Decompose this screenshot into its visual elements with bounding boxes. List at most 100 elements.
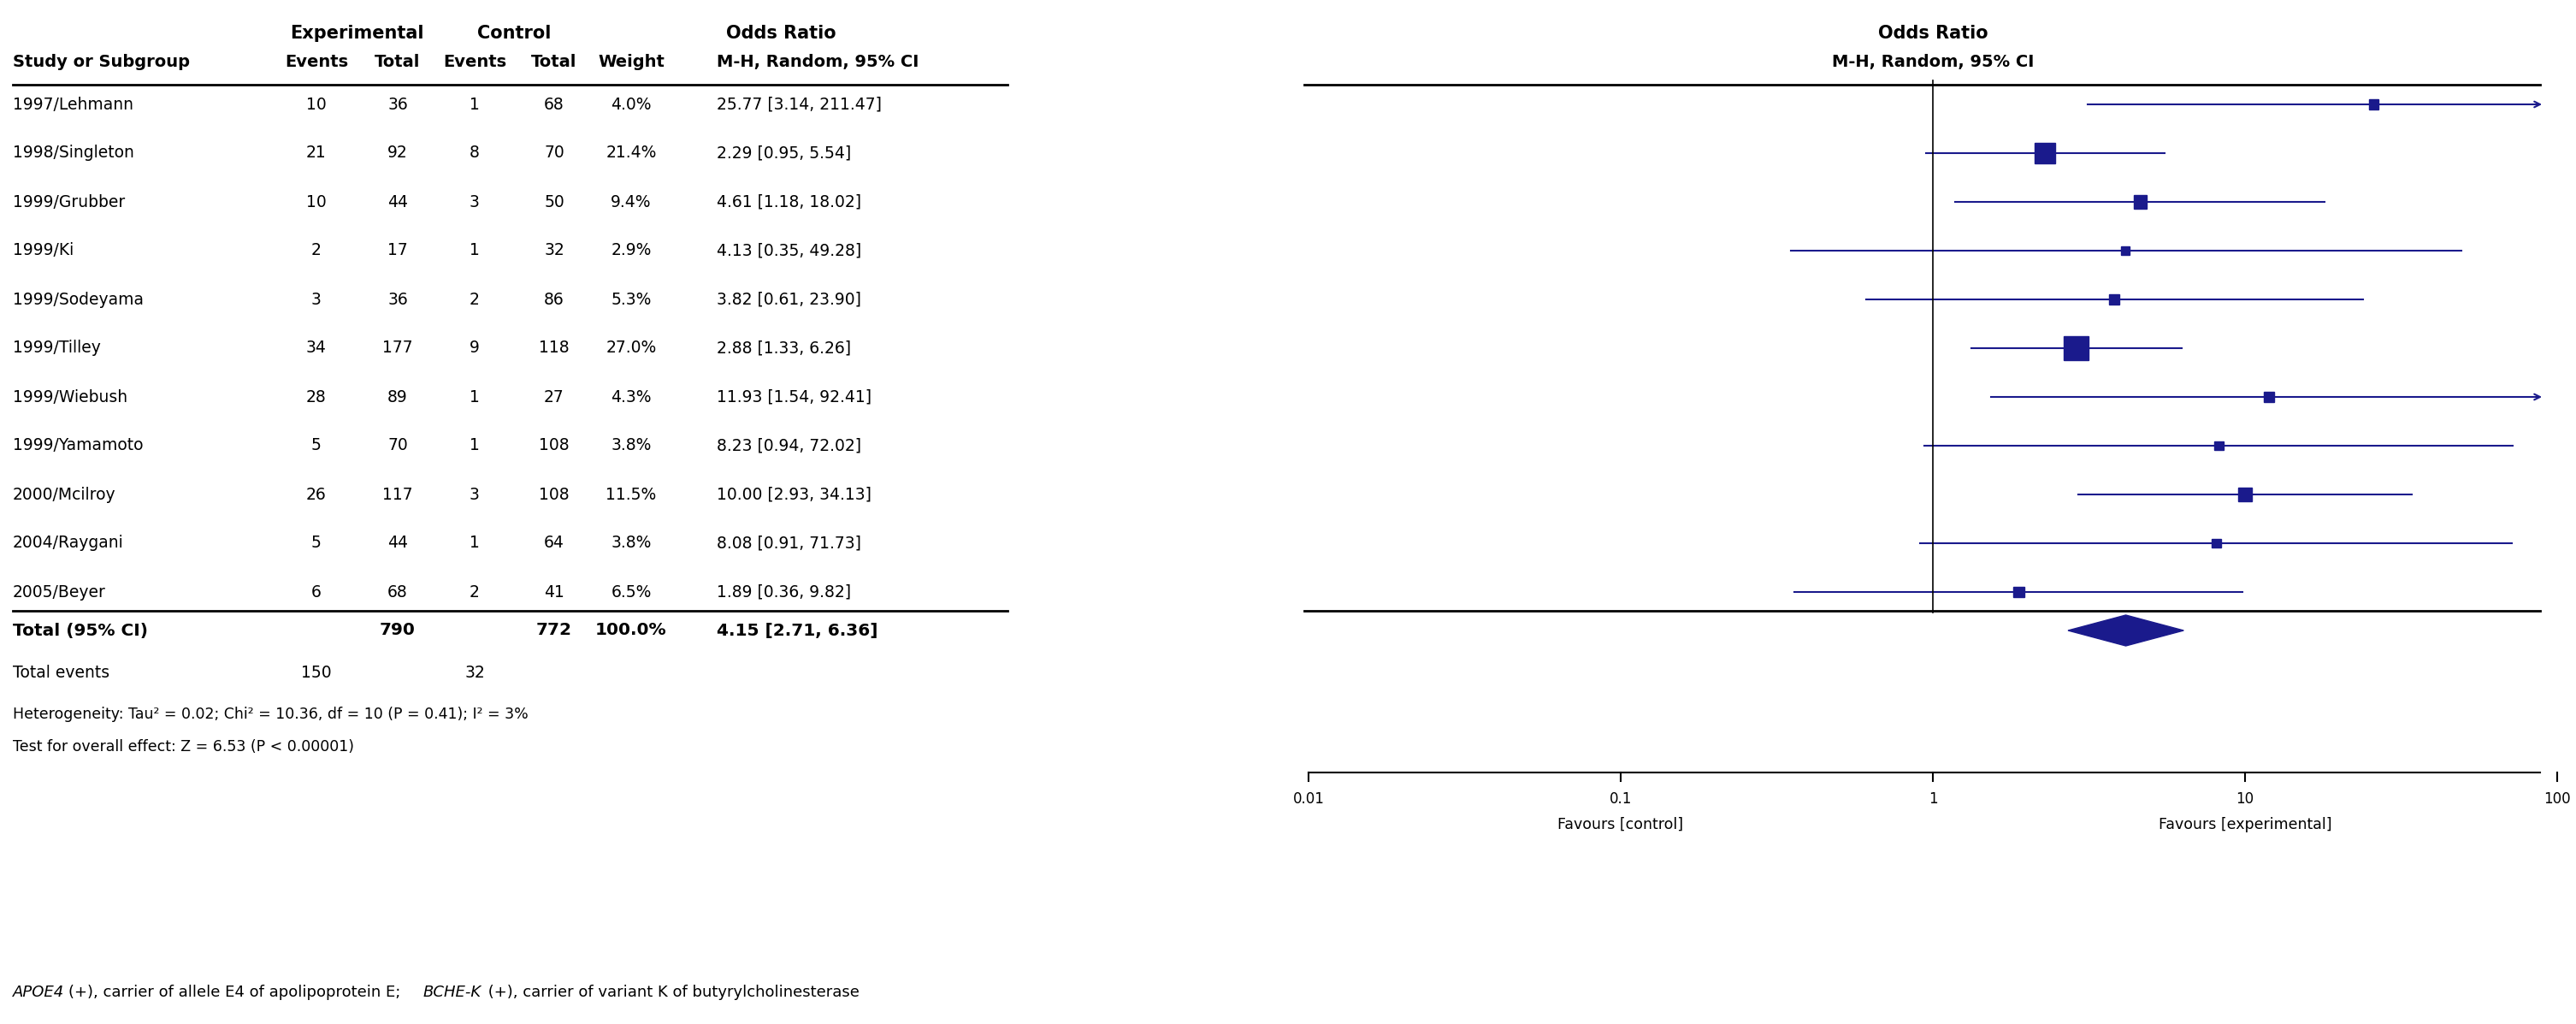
Text: 6.5%: 6.5% [611, 584, 652, 600]
Text: 44: 44 [386, 536, 407, 551]
Text: 5: 5 [312, 437, 322, 454]
Text: 9: 9 [469, 340, 479, 356]
Text: Test for overall effect: Z = 6.53 (P < 0.00001): Test for overall effect: Z = 6.53 (P < 0… [13, 739, 353, 755]
Bar [2264, 392, 2275, 401]
Text: 44: 44 [386, 194, 407, 210]
Text: 50: 50 [544, 194, 564, 210]
Text: 26: 26 [307, 486, 327, 503]
Text: 86: 86 [544, 291, 564, 307]
Text: Favours [control]: Favours [control] [1558, 817, 1685, 833]
Text: 1999/Yamamoto: 1999/Yamamoto [13, 437, 144, 454]
Text: 11.5%: 11.5% [605, 486, 657, 503]
Text: M-H, Random, 95% CI: M-H, Random, 95% CI [1832, 54, 2035, 71]
Text: 25.77 [3.14, 211.47]: 25.77 [3.14, 211.47] [716, 96, 881, 113]
Text: Heterogeneity: Tau² = 0.02; Chi² = 10.36, df = 10 (P = 0.41); I² = 3%: Heterogeneity: Tau² = 0.02; Chi² = 10.36… [13, 707, 528, 722]
Text: 2: 2 [469, 291, 479, 307]
Text: Experimental: Experimental [291, 25, 425, 42]
Text: 4.3%: 4.3% [611, 389, 652, 406]
Text: 1: 1 [469, 389, 479, 406]
Bar [2133, 196, 2146, 208]
Bar [2239, 487, 2251, 502]
Text: 9.4%: 9.4% [611, 194, 652, 210]
Text: 5: 5 [312, 536, 322, 551]
Text: 3: 3 [469, 194, 479, 210]
Bar [2370, 99, 2378, 110]
Bar [2120, 247, 2130, 255]
Text: 108: 108 [538, 437, 569, 454]
Text: 4.0%: 4.0% [611, 96, 652, 113]
Bar [2210, 539, 2221, 548]
Bar [2035, 142, 2056, 164]
Text: 108: 108 [538, 486, 569, 503]
Text: 3: 3 [312, 291, 322, 307]
Bar [2063, 336, 2089, 360]
Text: 92: 92 [386, 145, 407, 161]
Text: 68: 68 [544, 96, 564, 113]
Text: 28: 28 [307, 389, 327, 406]
Text: 1999/Tilley: 1999/Tilley [13, 340, 100, 356]
Polygon shape [2069, 615, 2184, 646]
Text: 21.4%: 21.4% [605, 145, 657, 161]
Text: (+), carrier of variant K of butyrylcholinesterase: (+), carrier of variant K of butyrylchol… [484, 985, 860, 1000]
Text: Events: Events [443, 54, 507, 71]
Text: 89: 89 [386, 389, 407, 406]
Text: 34: 34 [307, 340, 327, 356]
Text: 177: 177 [381, 340, 412, 356]
Text: M-H, Random, 95% CI: M-H, Random, 95% CI [716, 54, 920, 71]
Text: 1999/Ki: 1999/Ki [13, 243, 75, 259]
Text: 10.00 [2.93, 34.13]: 10.00 [2.93, 34.13] [716, 486, 871, 503]
Bar [2014, 587, 2025, 598]
Text: 1997/Lehmann: 1997/Lehmann [13, 96, 134, 113]
Text: 117: 117 [381, 486, 412, 503]
Text: 3.8%: 3.8% [611, 437, 652, 454]
Text: 36: 36 [386, 96, 407, 113]
Text: Total: Total [376, 54, 420, 71]
Text: Total (95% CI): Total (95% CI) [13, 623, 147, 639]
Text: 2: 2 [469, 584, 479, 600]
Text: Study or Subgroup: Study or Subgroup [13, 54, 191, 71]
Text: 2004/Raygani: 2004/Raygani [13, 536, 124, 551]
Text: 3: 3 [469, 486, 479, 503]
Text: 150: 150 [301, 666, 332, 681]
Bar [2213, 441, 2223, 451]
Text: Odds Ratio: Odds Ratio [1878, 25, 1989, 42]
Text: 772: 772 [536, 623, 572, 639]
Text: (+), carrier of allele E4 of apolipoprotein E;: (+), carrier of allele E4 of apolipoprot… [70, 985, 404, 1000]
Text: 2.29 [0.95, 5.54]: 2.29 [0.95, 5.54] [716, 145, 850, 161]
Text: 2: 2 [312, 243, 322, 259]
Text: 4.13 [0.35, 49.28]: 4.13 [0.35, 49.28] [716, 243, 860, 259]
Text: 36: 36 [386, 291, 407, 307]
Text: 32: 32 [544, 243, 564, 259]
Text: 2.88 [1.33, 6.26]: 2.88 [1.33, 6.26] [716, 340, 850, 356]
Text: 10: 10 [2236, 792, 2254, 807]
Text: Favours [experimental]: Favours [experimental] [2159, 817, 2331, 833]
Text: 4.15 [2.71, 6.36]: 4.15 [2.71, 6.36] [716, 623, 878, 639]
Text: Total events: Total events [13, 666, 111, 681]
Text: 8: 8 [469, 145, 479, 161]
Text: 11.93 [1.54, 92.41]: 11.93 [1.54, 92.41] [716, 389, 871, 406]
Text: 1: 1 [469, 243, 479, 259]
Text: 10: 10 [307, 194, 327, 210]
Text: BCHE-K: BCHE-K [422, 985, 482, 1000]
Text: 68: 68 [386, 584, 407, 600]
Text: 100: 100 [2543, 792, 2571, 807]
Text: 41: 41 [544, 584, 564, 600]
Text: Events: Events [286, 54, 348, 71]
Text: 32: 32 [464, 666, 484, 681]
Text: Total: Total [531, 54, 577, 71]
Bar [2110, 294, 2120, 304]
Text: 70: 70 [386, 437, 407, 454]
Text: 2005/Beyer: 2005/Beyer [13, 584, 106, 600]
Text: 17: 17 [386, 243, 407, 259]
Text: 1: 1 [1929, 792, 1937, 807]
Text: 2.9%: 2.9% [611, 243, 652, 259]
Text: 8.23 [0.94, 72.02]: 8.23 [0.94, 72.02] [716, 437, 860, 454]
Text: 1999/Wiebush: 1999/Wiebush [13, 389, 129, 406]
Text: 1998/Singleton: 1998/Singleton [13, 145, 134, 161]
Text: 10: 10 [307, 96, 327, 113]
Text: 0.01: 0.01 [1293, 792, 1324, 807]
Text: 70: 70 [544, 145, 564, 161]
Text: 6: 6 [312, 584, 322, 600]
Text: 4.61 [1.18, 18.02]: 4.61 [1.18, 18.02] [716, 194, 860, 210]
Text: 3.82 [0.61, 23.90]: 3.82 [0.61, 23.90] [716, 291, 860, 307]
